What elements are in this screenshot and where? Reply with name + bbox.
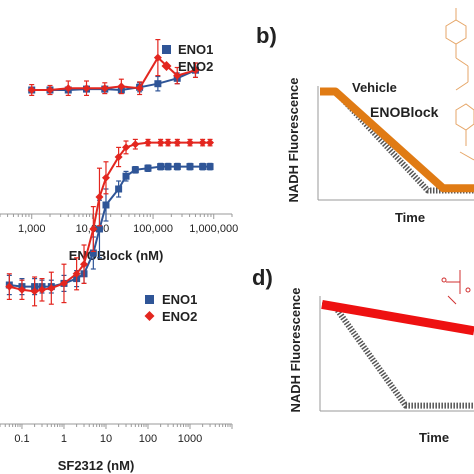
sf2312-structure-image [441, 270, 471, 305]
sf2312-trace [321, 299, 474, 336]
x-tick-label: 1 [61, 433, 67, 445]
series-line-eno2 [31, 56, 196, 91]
data-point-eno1 [144, 164, 152, 172]
data-point-eno1 [95, 225, 103, 233]
data-point-eno2 [89, 225, 98, 233]
data-point-eno2 [173, 71, 182, 80]
panel-d: d) NADH Fluorescence Time [252, 265, 474, 445]
data-point-eno1 [164, 163, 172, 171]
panel-d-letter: d) [252, 265, 273, 290]
legend-eno2-label: ENO2 [162, 309, 197, 324]
data-point-eno1 [115, 185, 123, 193]
panel-a-legend: ENO1 ENO2 [161, 42, 213, 74]
data-point-eno2 [17, 285, 26, 294]
panel-c-x-axis: 0.1 1 10 100 1000 [0, 423, 233, 445]
legend-eno2-marker [144, 311, 155, 321]
legend-eno2-marker [161, 61, 172, 71]
legend-eno1-label: ENO1 [162, 292, 197, 307]
data-point-eno2 [82, 84, 91, 93]
panel-b-marks [320, 87, 474, 194]
x-tick-label: 1000 [178, 433, 202, 445]
data-point-eno2 [95, 193, 104, 201]
data-point-eno1 [157, 163, 165, 171]
data-point-eno1 [186, 163, 194, 171]
enoblock-structure-image [445, 8, 474, 161]
data-point-eno2 [64, 84, 73, 93]
data-point-eno1 [154, 80, 162, 88]
data-point-eno2 [156, 138, 165, 147]
data-point-eno2 [135, 84, 144, 93]
panel-d-y-axis-title: NADH Fluorescence [288, 288, 303, 413]
data-point-eno2 [114, 153, 123, 161]
data-point-eno1 [199, 163, 207, 171]
data-point-eno2 [206, 138, 215, 147]
data-point-eno2 [122, 143, 131, 152]
data-point-eno2 [80, 260, 89, 269]
legend-eno1-marker [145, 295, 154, 304]
data-point-eno2 [59, 279, 68, 288]
data-point-eno2 [117, 82, 126, 91]
data-point-eno1 [173, 163, 181, 171]
legend-eno1-label: ENO1 [178, 42, 213, 57]
data-point-eno2 [30, 287, 39, 296]
panel-b-x-axis-title: Time [395, 210, 425, 225]
x-tick-label: 10 [100, 433, 112, 445]
data-point-eno1 [89, 249, 97, 257]
x-tick-label: 100 [139, 433, 157, 445]
data-point-eno2 [27, 86, 36, 94]
data-point-eno2 [153, 53, 162, 62]
data-point-eno2 [100, 84, 109, 93]
data-point-eno1 [102, 201, 110, 209]
panel-c-marks [5, 138, 215, 307]
panel-a-marks [27, 38, 200, 97]
vehicle-label: Vehicle [352, 80, 397, 95]
enoblock-trace [320, 87, 474, 193]
data-point-eno2 [191, 66, 200, 75]
data-point-eno2 [72, 269, 81, 278]
data-point-eno1 [122, 172, 130, 180]
panel-b: b) NADH Fluorescence Vehicle ENOBlock Ti… [256, 8, 474, 225]
data-point-eno1 [206, 163, 214, 171]
data-point-eno2 [173, 138, 182, 147]
data-point-eno2 [131, 140, 140, 149]
panel-d-marks [321, 299, 474, 409]
data-point-eno2 [198, 138, 207, 147]
data-point-eno2 [164, 138, 173, 147]
data-point-eno2 [185, 138, 194, 147]
x-tick-label: 0.1 [14, 433, 29, 445]
panel-b-y-axis-title: NADH Fluorescence [286, 78, 301, 203]
legend-eno1-marker [162, 45, 171, 54]
legend-eno2-label: ENO2 [178, 59, 213, 74]
data-point-eno2 [101, 173, 110, 182]
panel-c-x-axis-title: SF2312 (nM) [58, 458, 135, 473]
x-tick-label: 1,000,000 [189, 223, 238, 235]
enoblock-label: ENOBlock [370, 104, 439, 120]
data-point-eno2 [47, 284, 56, 293]
data-point-eno2 [143, 138, 152, 147]
panel-b-letter: b) [256, 23, 277, 48]
panel-c-legend: ENO1 ENO2 [144, 292, 197, 324]
x-tick-label: 1,000 [18, 223, 46, 235]
data-point-eno1 [131, 166, 139, 174]
data-point-eno2 [5, 282, 14, 291]
x-tick-label: 100,000 [133, 223, 173, 235]
data-point-eno2 [45, 86, 54, 94]
panel-c: 0.1 1 10 100 1000 ENO1 ENO2 SF2312 (nM) [0, 138, 233, 473]
panel-d-x-axis-title: Time [419, 430, 449, 445]
panel-a-x-axis-title: ENOBlock (nM) [69, 248, 164, 263]
data-point-eno2 [38, 285, 47, 294]
